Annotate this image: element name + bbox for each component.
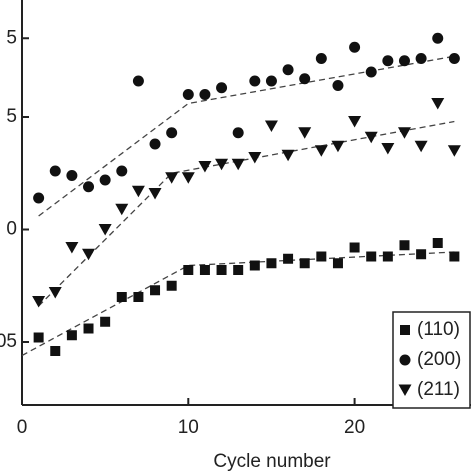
marker-circle xyxy=(315,53,327,64)
marker-circle xyxy=(116,165,128,177)
legend-label: (110) xyxy=(417,319,460,340)
marker-triangle xyxy=(381,143,395,155)
marker-square xyxy=(183,265,194,275)
marker-circle xyxy=(349,41,361,53)
marker-square xyxy=(366,251,377,262)
x-tick-label: 20 xyxy=(344,417,365,438)
marker-circle xyxy=(49,165,61,177)
marker-square xyxy=(150,285,161,296)
marker-square xyxy=(66,330,77,341)
marker-circle xyxy=(66,170,78,181)
marker-square xyxy=(33,332,44,343)
marker-triangle xyxy=(131,185,145,198)
legend-label: (211) xyxy=(417,379,460,400)
legend-label: (200) xyxy=(417,349,461,370)
marker-circle xyxy=(365,66,377,78)
marker-circle xyxy=(83,181,95,193)
marker-triangle xyxy=(447,145,461,157)
marker-triangle xyxy=(331,140,345,153)
marker-square xyxy=(332,258,343,269)
marker-square xyxy=(316,251,327,262)
marker-triangle xyxy=(248,152,262,164)
fit-line xyxy=(21,251,455,357)
marker-square xyxy=(116,292,127,302)
marker-circle xyxy=(398,55,410,67)
marker-circle xyxy=(232,127,244,139)
y-tick-label: 05 xyxy=(0,331,17,352)
marker-triangle xyxy=(165,172,179,184)
x-tick-label: 0 xyxy=(17,417,28,438)
marker-square xyxy=(216,265,227,275)
marker-square xyxy=(83,323,94,334)
marker-circle xyxy=(432,32,444,44)
marker-triangle xyxy=(32,296,46,308)
x-tick-label: 10 xyxy=(178,417,199,438)
marker-circle xyxy=(282,64,294,76)
marker-circle xyxy=(199,89,211,100)
marker-triangle xyxy=(65,242,79,254)
marker-circle xyxy=(382,55,394,67)
marker-square xyxy=(166,280,177,291)
marker-triangle xyxy=(364,131,378,144)
marker-circle xyxy=(149,138,161,150)
marker-triangle xyxy=(348,116,362,128)
marker-square xyxy=(416,249,427,260)
marker-triangle xyxy=(198,161,212,173)
marker-circle xyxy=(216,82,228,94)
marker-triangle xyxy=(414,140,428,153)
fit-line xyxy=(38,120,455,307)
marker-triangle xyxy=(82,248,96,261)
marker-square xyxy=(399,240,410,251)
fit-line xyxy=(38,55,455,217)
marker-circle xyxy=(166,127,178,139)
marker-triangle xyxy=(48,287,62,299)
marker-square xyxy=(249,260,260,271)
marker-circle xyxy=(332,80,344,91)
marker-square xyxy=(283,253,294,264)
marker-square xyxy=(299,258,310,269)
y-tick-label: 5 xyxy=(6,106,17,127)
marker-square xyxy=(100,316,111,327)
marker-triangle xyxy=(148,188,162,200)
marker-triangle xyxy=(98,224,112,236)
marker-square xyxy=(349,242,360,253)
marker-circle xyxy=(265,75,277,87)
marker-circle xyxy=(99,174,111,186)
marker-square xyxy=(50,346,61,356)
marker-square xyxy=(382,251,393,262)
marker-square xyxy=(266,258,277,269)
marker-circle xyxy=(132,75,144,87)
marker-circle xyxy=(33,192,45,204)
legend-marker xyxy=(400,325,410,335)
marker-triangle xyxy=(431,98,445,110)
marker-triangle xyxy=(281,149,295,162)
marker-square xyxy=(449,251,460,262)
marker-triangle xyxy=(397,127,411,139)
marker-triangle xyxy=(298,127,312,139)
marker-square xyxy=(233,265,244,275)
legend-marker xyxy=(398,384,412,396)
marker-circle xyxy=(448,53,460,64)
marker-triangle xyxy=(181,172,195,184)
marker-circle xyxy=(299,73,311,85)
marker-triangle xyxy=(314,145,328,157)
marker-square xyxy=(133,292,144,302)
marker-circle xyxy=(249,75,261,87)
marker-triangle xyxy=(215,158,229,171)
marker-circle xyxy=(182,89,194,100)
y-tick-label: 0 xyxy=(6,219,17,240)
marker-triangle xyxy=(264,120,278,132)
marker-square xyxy=(432,238,443,248)
marker-triangle xyxy=(231,158,245,171)
x-axis-label: Cycle number xyxy=(213,451,331,472)
y-tick-label: 5 xyxy=(6,27,17,48)
marker-square xyxy=(199,265,210,275)
legend-marker xyxy=(399,354,411,366)
marker-triangle xyxy=(115,203,129,216)
marker-circle xyxy=(415,53,427,64)
